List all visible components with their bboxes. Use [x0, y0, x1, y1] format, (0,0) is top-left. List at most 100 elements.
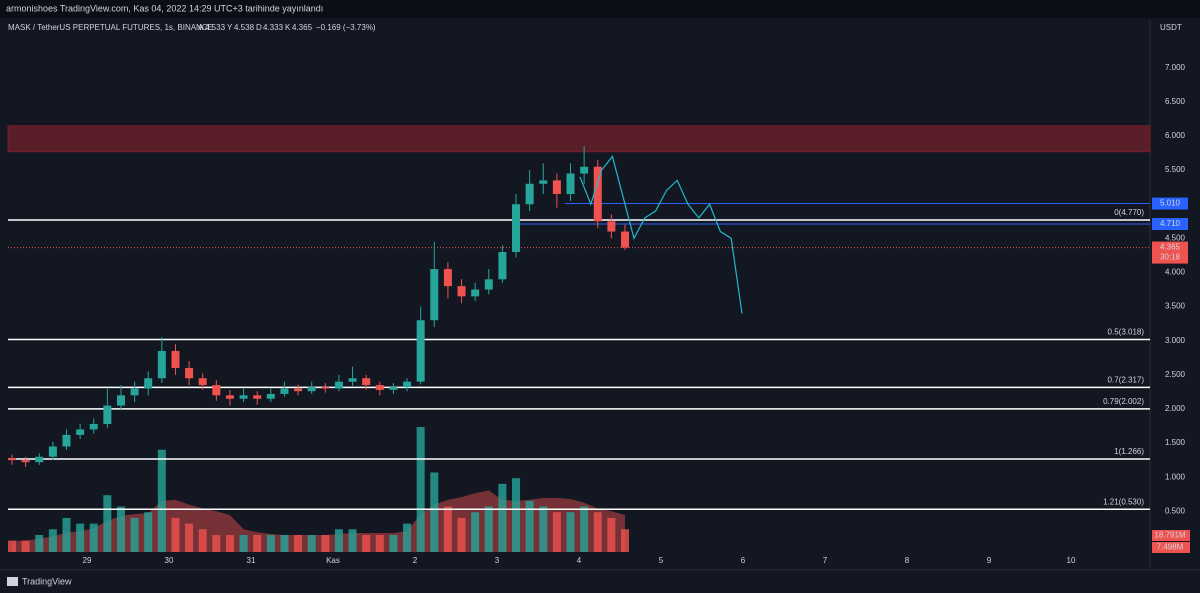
fib-label: 0.5(3.018) — [1108, 328, 1145, 337]
candle-body — [416, 320, 425, 382]
volume-bar — [621, 529, 629, 552]
published-text: armonishoes TradingView.com, Kas 04, 202… — [6, 3, 323, 13]
currency: USDT — [1160, 23, 1182, 32]
fib-label: 1(1.266) — [1114, 447, 1144, 456]
volume-bar — [212, 534, 221, 552]
y-tick-label: 6.500 — [1165, 97, 1186, 106]
volume-bar — [416, 427, 425, 552]
y-tick-label: 3.500 — [1165, 302, 1186, 311]
volume-bar — [552, 512, 561, 552]
ohlc-key: A — [198, 23, 204, 32]
volume-bar — [76, 523, 85, 552]
candle-body — [185, 368, 194, 379]
volume-bar — [566, 512, 575, 552]
candle-body — [375, 385, 384, 390]
level-tag — [1152, 218, 1188, 231]
y-tick-label: 4.500 — [1165, 233, 1186, 242]
x-tick-label: 30 — [165, 556, 174, 565]
ohlc-value: 4.538 — [234, 23, 255, 32]
candle-body — [321, 387, 330, 389]
volume-bar — [484, 506, 493, 552]
candle-body — [8, 458, 16, 461]
candle-body — [171, 350, 180, 369]
volume-label: 7.498M — [1157, 543, 1184, 552]
volume-bar — [225, 534, 234, 552]
candle-body — [348, 378, 357, 382]
ohlc-key: K — [285, 23, 291, 32]
fib-label: 0.7(2.317) — [1108, 375, 1145, 384]
x-tick-label: 2 — [413, 556, 418, 565]
y-tick-label: 1.500 — [1165, 438, 1186, 447]
candle-body — [280, 388, 289, 394]
fib-label: 0.79(2.002) — [1103, 397, 1144, 406]
candle-body — [198, 378, 207, 386]
level-tag — [1152, 197, 1188, 210]
volume-bar — [198, 529, 207, 552]
volume-bar — [607, 517, 616, 552]
last-price-tag — [1152, 241, 1188, 264]
volume-bar — [8, 540, 16, 552]
symbol: MASK / TetherUS PERPETUAL FUTURES, 1s, B… — [8, 23, 213, 32]
ohlc-value: 4.533 — [205, 23, 226, 32]
candle-body — [157, 350, 166, 379]
volume-bar — [593, 512, 602, 552]
volume-bar — [471, 512, 480, 552]
candle-body — [457, 286, 466, 297]
volume-tag — [1152, 530, 1190, 541]
volume-bar — [539, 506, 548, 552]
last-price-label: 4.365 — [1160, 243, 1181, 252]
candle-body — [621, 231, 629, 248]
x-tick-label: 31 — [247, 556, 256, 565]
candle-body — [21, 460, 30, 463]
x-tick-label: 6 — [741, 556, 746, 565]
y-tick-label: 5.500 — [1165, 165, 1186, 174]
volume-bar — [48, 529, 57, 552]
volume-bar — [294, 534, 303, 552]
candle-body — [76, 429, 85, 435]
candle-body — [552, 180, 561, 195]
volume-bar — [253, 534, 262, 552]
ohlc-value: 4.333 — [263, 23, 284, 32]
level-label: 5.010 — [1160, 199, 1181, 208]
y-tick-label: 3.000 — [1165, 336, 1186, 345]
top-bar — [0, 0, 1200, 18]
volume-bar — [334, 529, 343, 552]
candle-body — [103, 405, 112, 424]
volume-bar — [362, 534, 371, 552]
volume-bar — [62, 517, 71, 552]
volume-bar — [580, 506, 589, 552]
y-tick-label: 0.500 — [1165, 506, 1186, 515]
volume-bar — [185, 523, 194, 552]
candle-body — [539, 180, 548, 184]
candle-body — [430, 269, 439, 321]
volume-bar — [239, 534, 248, 552]
candle-body — [334, 381, 343, 389]
candle-body — [484, 279, 493, 290]
volume-bar — [457, 517, 466, 552]
ohlc-key: D — [256, 23, 262, 32]
candle-body — [48, 446, 57, 457]
volume-bar — [443, 506, 452, 552]
volume-bar — [525, 500, 534, 552]
volume-bar — [307, 534, 316, 552]
candle-body — [212, 385, 221, 396]
change: −0.169 (−3.73%) — [316, 23, 376, 32]
x-tick-label: 8 — [905, 556, 910, 565]
volume-bar — [266, 534, 275, 552]
volume-bar — [403, 523, 412, 552]
volume-bar — [512, 478, 521, 552]
candle-body — [144, 378, 153, 389]
volume-bar — [103, 495, 112, 552]
candle-body — [239, 395, 248, 399]
candle-body — [607, 221, 616, 232]
fib-label: 0(4.770) — [1114, 208, 1144, 217]
candle-body — [307, 387, 316, 392]
candle-body — [35, 456, 44, 463]
candle-body — [89, 423, 98, 430]
volume-bar — [21, 540, 30, 552]
countdown: 30:18 — [1160, 253, 1181, 262]
brand: TradingView — [22, 576, 72, 586]
volume-bar — [389, 534, 398, 552]
